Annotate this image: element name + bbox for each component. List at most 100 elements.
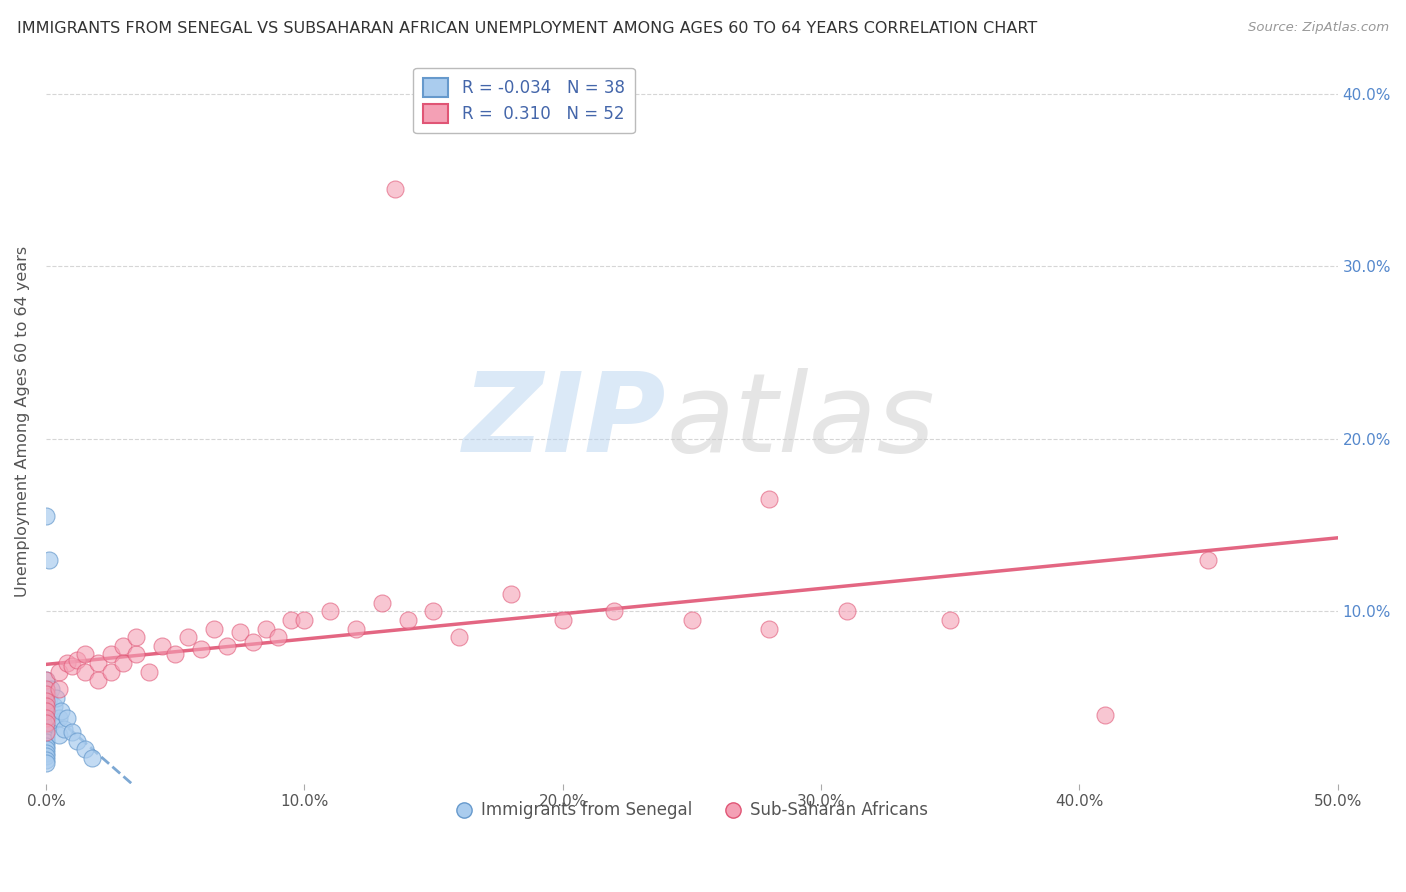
Point <box>35 711 58 725</box>
Point <box>371 596 394 610</box>
Point <box>35 687 58 701</box>
Point <box>396 613 419 627</box>
Point <box>82 751 104 765</box>
Point <box>55 656 77 670</box>
Point <box>35 701 58 715</box>
Point <box>35 725 58 739</box>
Point <box>66 733 89 747</box>
Point <box>267 630 290 644</box>
Point <box>242 635 264 649</box>
Point <box>73 665 96 679</box>
Point <box>35 704 58 718</box>
Point <box>86 656 108 670</box>
Point <box>38 690 60 705</box>
Point <box>35 707 58 722</box>
Point <box>165 648 187 662</box>
Point <box>39 716 62 731</box>
Point <box>51 704 73 718</box>
Point <box>499 587 522 601</box>
Point <box>681 613 703 627</box>
Point <box>35 681 58 696</box>
Point <box>280 613 302 627</box>
Point <box>228 625 250 640</box>
Point <box>86 673 108 688</box>
Point <box>35 756 58 770</box>
Point <box>35 681 58 696</box>
Point <box>35 673 58 688</box>
Point <box>35 694 58 708</box>
Point <box>1094 707 1116 722</box>
Point <box>35 753 58 767</box>
Point <box>35 725 58 739</box>
Point <box>190 642 212 657</box>
Point <box>758 622 780 636</box>
Point <box>603 604 626 618</box>
Point <box>35 718 58 732</box>
Point <box>35 749 58 764</box>
Point <box>422 604 444 618</box>
Point <box>35 509 58 524</box>
Point <box>35 742 58 756</box>
Point <box>254 622 277 636</box>
Point <box>48 665 70 679</box>
Point <box>112 656 135 670</box>
Point <box>35 699 58 714</box>
Point <box>48 681 70 696</box>
Point <box>215 639 238 653</box>
Point <box>449 630 471 644</box>
Point <box>35 687 58 701</box>
Point <box>35 704 58 718</box>
Point <box>45 690 67 705</box>
Point <box>35 698 58 712</box>
Point <box>35 731 58 746</box>
Point <box>73 648 96 662</box>
Point <box>100 665 122 679</box>
Point <box>60 725 83 739</box>
Text: ZIP: ZIP <box>463 368 666 475</box>
Point <box>202 622 225 636</box>
Point <box>939 613 962 627</box>
Point <box>758 492 780 507</box>
Point <box>35 735 58 749</box>
Point <box>73 742 96 756</box>
Point <box>125 648 148 662</box>
Point <box>292 613 315 627</box>
Point <box>35 673 58 688</box>
Point <box>38 707 60 722</box>
Point <box>35 714 58 729</box>
Text: atlas: atlas <box>666 368 935 475</box>
Text: Source: ZipAtlas.com: Source: ZipAtlas.com <box>1249 21 1389 34</box>
Point <box>48 729 70 743</box>
Point <box>138 665 160 679</box>
Point <box>384 182 406 196</box>
Y-axis label: Unemployment Among Ages 60 to 64 years: Unemployment Among Ages 60 to 64 years <box>15 246 30 598</box>
Point <box>35 746 58 760</box>
Point <box>35 739 58 753</box>
Point <box>112 639 135 653</box>
Point <box>66 652 89 666</box>
Point <box>42 699 65 714</box>
Point <box>1198 552 1220 566</box>
Point <box>551 613 574 627</box>
Point <box>100 648 122 662</box>
Point <box>150 639 173 653</box>
Point <box>35 716 58 731</box>
Text: IMMIGRANTS FROM SENEGAL VS SUBSAHARAN AFRICAN UNEMPLOYMENT AMONG AGES 60 TO 64 Y: IMMIGRANTS FROM SENEGAL VS SUBSAHARAN AF… <box>17 21 1038 36</box>
Point <box>35 722 58 736</box>
Point <box>344 622 367 636</box>
Point <box>35 694 58 708</box>
Legend: Immigrants from Senegal, Sub-Saharan Africans: Immigrants from Senegal, Sub-Saharan Afr… <box>449 795 935 826</box>
Point <box>35 690 58 705</box>
Point <box>35 729 58 743</box>
Point <box>53 722 76 736</box>
Point <box>60 659 83 673</box>
Point <box>48 711 70 725</box>
Point <box>39 681 62 696</box>
Point <box>55 711 77 725</box>
Point <box>177 630 200 644</box>
Point <box>35 711 58 725</box>
Point <box>319 604 342 618</box>
Point <box>835 604 858 618</box>
Point <box>38 552 60 566</box>
Point <box>125 630 148 644</box>
